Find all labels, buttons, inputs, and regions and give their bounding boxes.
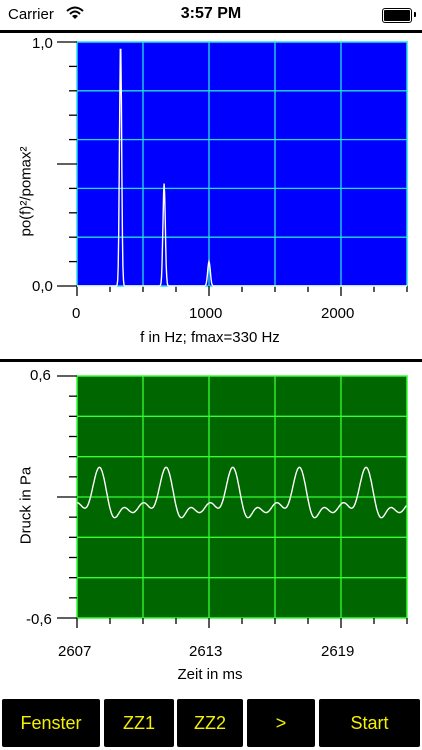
zz1-button[interactable]: ZZ1 (104, 699, 174, 747)
button-bar: Fenster ZZ1 ZZ2 > Start (0, 698, 422, 750)
clock: 3:57 PM (180, 5, 242, 22)
carrier-label: Carrier (8, 6, 54, 23)
spectrum-panel: po(f)²/pomax² 1,0 0,0 0 1000 2000 f in H… (0, 33, 422, 360)
battery-icon (382, 8, 412, 23)
start-button[interactable]: Start (319, 699, 420, 747)
wifi-icon (66, 6, 84, 25)
waveform-trace (76, 466, 407, 519)
waveform-x-axis-label: Zeit in ms (177, 666, 243, 683)
waveform-panel: Druck in Pa 0,6 -0,6 2607 2613 2619 Zeit… (0, 362, 422, 698)
zz2-button[interactable]: ZZ2 (177, 699, 243, 747)
spectrum-y-tick-top: 1,0 (32, 35, 53, 52)
fenster-button[interactable]: Fenster (2, 699, 100, 747)
middle-divider (0, 359, 422, 362)
waveform-plot[interactable] (0, 362, 422, 647)
spectrum-plot[interactable] (0, 33, 422, 313)
spectrum-trace (77, 48, 407, 287)
battery-tip (414, 12, 416, 17)
spectrum-y-tick-bottom: 0,0 (32, 278, 53, 295)
top-divider (0, 30, 422, 33)
spectrum-x-tick-2: 2000 (321, 305, 355, 322)
waveform-x-tick-1: 2613 (189, 643, 223, 660)
waveform-x-tick-0: 2607 (58, 643, 92, 660)
status-bar: Carrier 3:57 PM (0, 0, 422, 30)
waveform-x-tick-2: 2619 (321, 643, 355, 660)
waveform-y-tick-bottom: -0,6 (26, 611, 52, 628)
spectrum-x-axis-label: f in Hz; fmax=330 Hz (140, 329, 280, 346)
spectrum-x-tick-1: 1000 (189, 305, 223, 322)
waveform-y-tick-top: 0,6 (30, 367, 51, 384)
spectrum-plot-area (77, 42, 407, 286)
spectrum-x-tick-0: 0 (72, 305, 81, 322)
next-button[interactable]: > (247, 699, 315, 747)
